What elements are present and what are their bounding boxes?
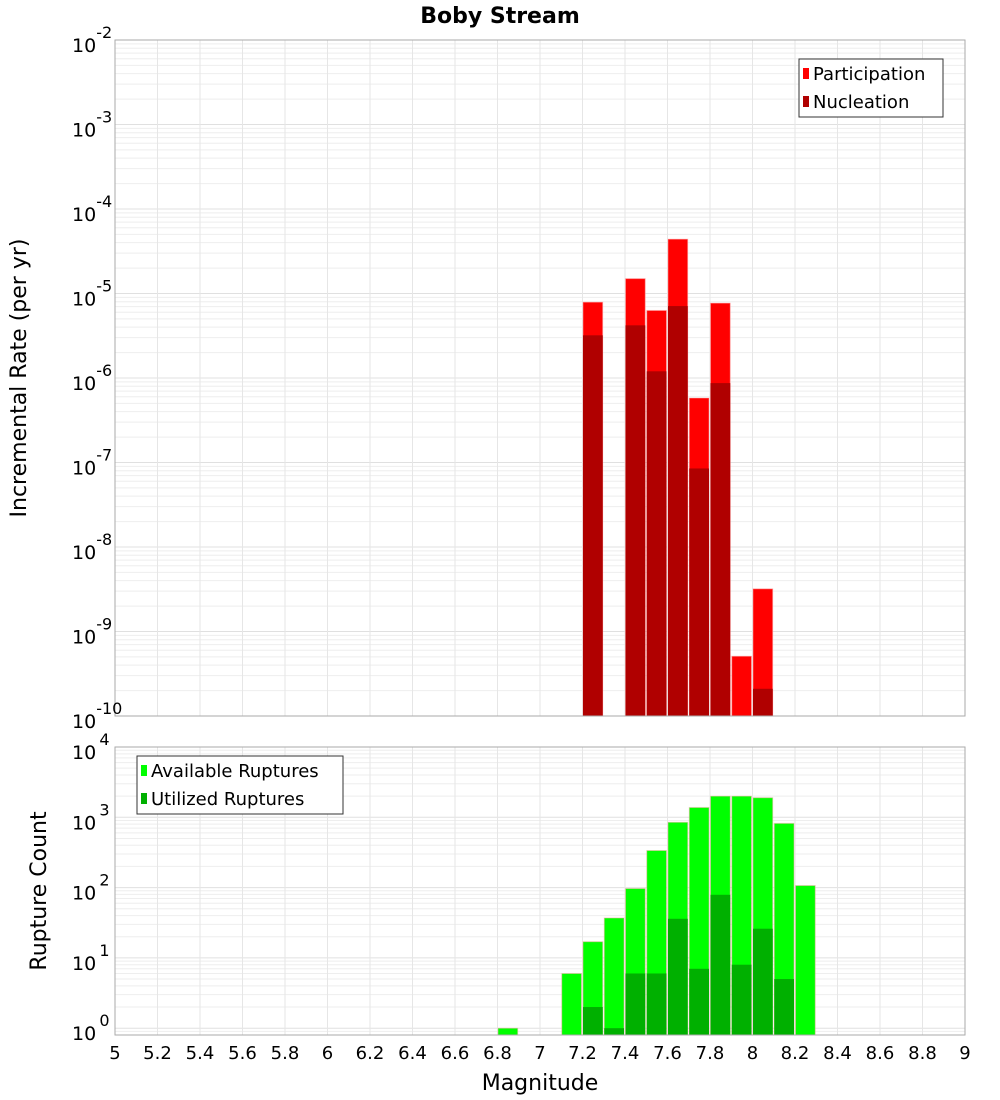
plot-rupture-count: 10 4 10 3 10 2 10 1 10 0 Rupture Count Availab…	[27, 730, 966, 1045]
y-tick-label: 10-7	[72, 446, 112, 480]
x-tick-label: 5.8	[271, 1043, 300, 1064]
legend-label: Participation	[813, 64, 925, 85]
bar-utilized-ruptures	[731, 964, 752, 1035]
x-tick-label: 5.2	[143, 1043, 172, 1064]
legend-swatch	[141, 793, 147, 804]
y-tick-label: 10 2	[72, 871, 110, 905]
x-tick-label: 6.8	[483, 1043, 512, 1064]
legend-swatch	[803, 96, 809, 107]
y-tick-label: 10 0	[72, 1011, 110, 1045]
x-tick-label: 8.6	[866, 1043, 895, 1064]
y-tick-label: 10 4	[72, 730, 110, 764]
bar-nucleation	[689, 468, 709, 716]
y-axis-label: Incremental Rate (per yr)	[7, 239, 32, 518]
bar-available-ruptures	[795, 885, 816, 1036]
legend-swatch	[141, 765, 147, 776]
y-tick-label: 10-8	[72, 530, 112, 564]
bar-nucleation	[668, 306, 688, 716]
x-tick-label: 8	[747, 1043, 758, 1064]
plot-rates: 10-2 10-3 10-4 10-5 10-6 10-7 10-8 10-9 10-10 Inc…	[7, 23, 966, 733]
bar-utilized-ruptures	[710, 894, 731, 1035]
bar-utilized-ruptures	[753, 928, 773, 1035]
x-tick-label: 5.4	[186, 1043, 215, 1064]
x-tick-label: 7.6	[653, 1043, 682, 1064]
x-tick-label: 7.2	[568, 1043, 597, 1064]
x-tick-label: 6.2	[356, 1043, 385, 1064]
legend-label: Nucleation	[813, 92, 909, 113]
x-tick-label: 5.6	[228, 1043, 257, 1064]
bar-utilized-ruptures	[689, 968, 709, 1035]
plot-border	[114, 746, 966, 1036]
x-tick-label: 6.4	[398, 1043, 427, 1064]
bar-utilized-ruptures	[646, 973, 667, 1035]
legend: Available Ruptures Utilized Ruptures	[136, 755, 344, 815]
bar-available-ruptures	[603, 917, 625, 1036]
y-tick-label: 10 1	[72, 941, 110, 975]
x-tick-label: 8.8	[908, 1043, 937, 1064]
x-tick-label: 7.4	[611, 1043, 640, 1064]
bar-nucleation	[583, 335, 603, 716]
y-axis-label: Rupture Count	[27, 811, 52, 971]
bar-nucleation	[710, 383, 731, 716]
y-tick-label: 10-3	[72, 108, 112, 142]
bar-utilized-ruptures	[604, 1028, 624, 1035]
x-axis-label: Magnitude	[482, 1071, 599, 1096]
x-tick-label: 7	[534, 1043, 545, 1064]
y-tick-label: 10-4	[72, 192, 112, 226]
legend-swatch	[803, 68, 809, 79]
x-tick-label: 9	[959, 1043, 970, 1064]
bar-available-ruptures	[497, 1027, 519, 1036]
bar-nucleation	[646, 371, 667, 716]
bar-nucleation	[753, 688, 773, 716]
y-tick-label: 10-5	[72, 277, 112, 311]
x-tick-label: 6.6	[441, 1043, 470, 1064]
chart-title: Boby Stream	[420, 4, 580, 29]
bar-utilized-ruptures	[625, 973, 646, 1035]
y-tick-label: 10-6	[72, 361, 112, 395]
bar-nucleation	[625, 325, 646, 716]
x-tick-label: 6	[322, 1043, 333, 1064]
bar-participation	[731, 655, 752, 717]
plot-border	[114, 39, 966, 717]
legend-label: Available Ruptures	[151, 761, 319, 782]
y-tick-label: 10 3	[72, 800, 110, 834]
y-tick-label: 10-9	[72, 615, 112, 649]
bar-utilized-ruptures	[668, 918, 688, 1035]
bar-available-ruptures	[561, 972, 582, 1036]
x-tick-label: 8.2	[781, 1043, 810, 1064]
x-tick-label: 7.8	[696, 1043, 725, 1064]
x-tick-label: 8.4	[823, 1043, 852, 1064]
legend: Participation Nucleation	[798, 58, 944, 118]
y-tick-label: 10-2	[72, 23, 112, 57]
x-tick-label: 5	[109, 1043, 120, 1064]
bar-utilized-ruptures	[583, 1007, 603, 1035]
y-tick-label: 10-10	[72, 699, 122, 733]
bar-utilized-ruptures	[774, 979, 794, 1035]
legend-label: Utilized Ruptures	[151, 789, 304, 810]
